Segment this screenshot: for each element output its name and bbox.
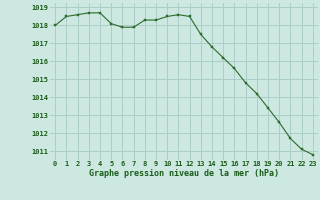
X-axis label: Graphe pression niveau de la mer (hPa): Graphe pression niveau de la mer (hPa) [89,169,279,178]
